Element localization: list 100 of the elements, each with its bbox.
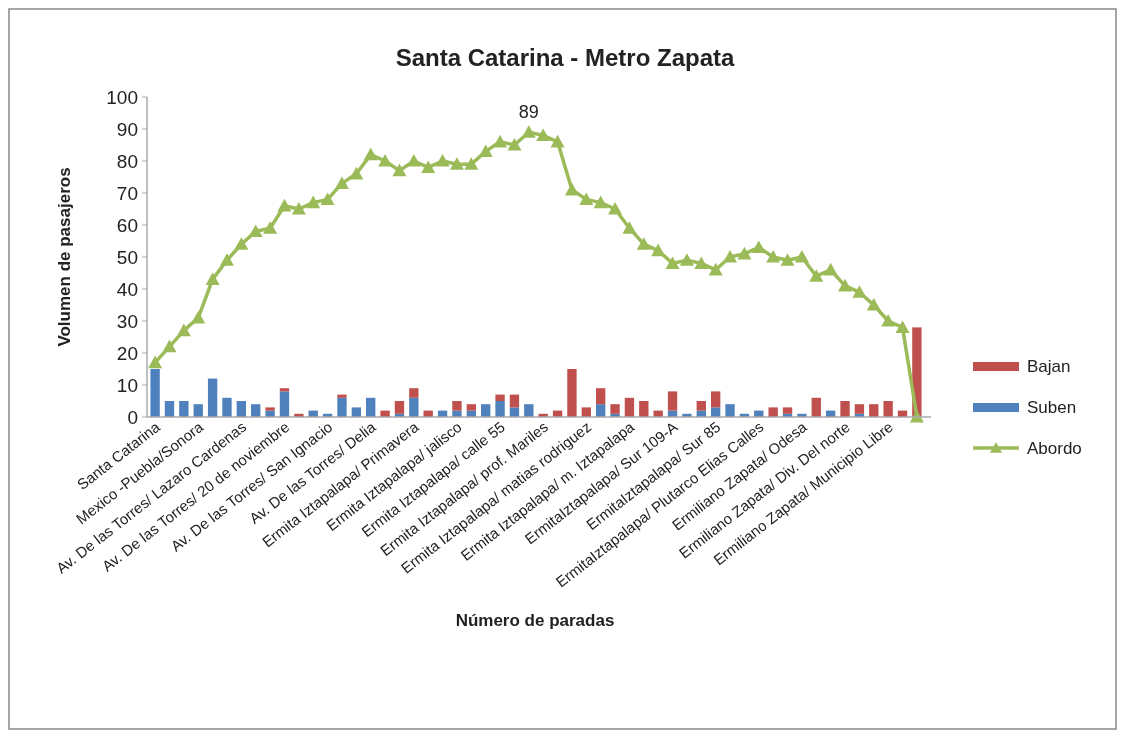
point <box>435 154 450 167</box>
point <box>421 160 436 173</box>
point <box>608 202 623 215</box>
point <box>291 202 306 215</box>
bar <box>696 401 706 411</box>
x-axis-title: Número de paradas <box>455 611 615 630</box>
point <box>866 298 881 311</box>
point <box>651 243 666 257</box>
point <box>536 128 551 141</box>
point <box>392 163 407 177</box>
bar <box>251 404 261 417</box>
point <box>277 198 292 212</box>
point <box>234 237 249 250</box>
bar <box>495 394 505 401</box>
point <box>679 253 694 266</box>
bar <box>596 404 606 417</box>
bar <box>596 388 606 405</box>
legend-label: Suben <box>1027 397 1077 417</box>
y-tick-label: 60 <box>116 214 138 236</box>
point <box>708 262 723 276</box>
bar <box>150 369 160 417</box>
point <box>263 221 278 234</box>
point <box>852 285 867 298</box>
point <box>766 250 781 263</box>
bar <box>179 401 189 417</box>
point <box>464 157 479 170</box>
point <box>665 256 680 269</box>
point <box>219 253 234 266</box>
bar <box>337 397 347 417</box>
bar <box>409 397 419 417</box>
point <box>334 176 349 189</box>
bar <box>811 397 821 417</box>
bar <box>667 391 678 411</box>
point <box>349 166 364 180</box>
point <box>881 314 896 327</box>
y-tick-label: 70 <box>116 182 138 204</box>
point <box>378 154 393 167</box>
y-tick-label: 50 <box>116 246 138 268</box>
bar <box>164 401 175 417</box>
bar <box>481 404 491 417</box>
point <box>751 240 766 253</box>
y-tick-label: 40 <box>116 278 138 300</box>
bar <box>710 407 721 417</box>
point <box>723 250 738 263</box>
bar <box>524 404 534 417</box>
y-tick-label: 30 <box>116 310 138 332</box>
y-tick-label: 10 <box>116 374 138 396</box>
bar <box>265 407 275 411</box>
bar <box>409 388 419 398</box>
point <box>248 224 263 237</box>
point <box>895 320 910 333</box>
y-tick-label: 20 <box>116 342 138 364</box>
point <box>737 246 752 260</box>
point <box>406 154 421 167</box>
point <box>363 147 378 161</box>
point <box>809 269 824 282</box>
point <box>838 278 853 292</box>
bar <box>509 394 520 408</box>
bar <box>193 404 203 417</box>
point <box>191 310 206 324</box>
point <box>162 339 177 353</box>
bar <box>710 391 721 408</box>
point <box>593 195 608 209</box>
bar <box>466 404 476 411</box>
point <box>507 138 522 151</box>
point <box>550 134 565 148</box>
bar <box>610 404 620 414</box>
point <box>823 262 838 276</box>
bar <box>725 404 735 417</box>
point <box>780 253 795 266</box>
data-label: 89 <box>518 102 539 123</box>
point <box>909 410 924 423</box>
y-axis-title: Volumen de pasajeros <box>55 167 74 347</box>
bar <box>782 407 793 414</box>
point <box>636 237 651 250</box>
bar <box>624 397 635 417</box>
bar <box>854 404 865 414</box>
point <box>794 250 809 263</box>
legend-label: Bajan <box>1027 356 1071 376</box>
bar <box>337 394 347 398</box>
point <box>449 157 464 170</box>
bar <box>279 391 290 417</box>
bar <box>639 401 649 417</box>
bar <box>394 401 405 414</box>
point <box>564 182 579 196</box>
bar <box>768 407 778 417</box>
point <box>622 221 637 234</box>
bar <box>222 397 232 417</box>
bar <box>207 378 218 417</box>
bar <box>366 397 376 417</box>
point <box>521 125 536 138</box>
point <box>205 272 220 285</box>
bar <box>567 369 577 417</box>
bar <box>581 407 591 417</box>
chart-title: Santa Catarina - Metro Zapata <box>395 44 736 71</box>
point <box>176 323 191 337</box>
bar <box>351 407 362 417</box>
y-tick-label: 90 <box>116 118 138 140</box>
bar <box>883 401 893 417</box>
point <box>694 256 709 269</box>
